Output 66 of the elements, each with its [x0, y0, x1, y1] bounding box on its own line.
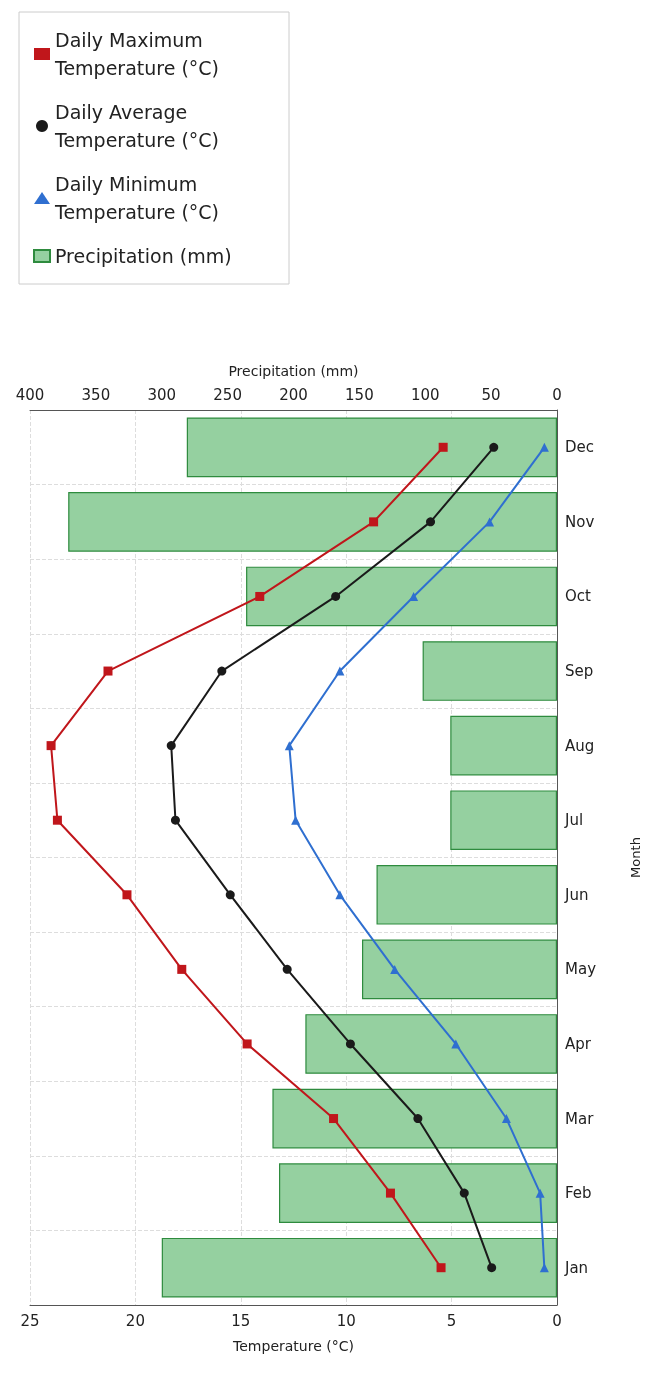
x2-tick-label: 350 — [81, 385, 111, 404]
x-axis-title: Temperature (°C) — [232, 1338, 354, 1354]
point — [335, 666, 345, 676]
y-tick-label: Apr — [565, 1034, 592, 1053]
x-tick-label: 15 — [231, 1311, 251, 1330]
legend-label: Daily Average Temperature (°C) — [54, 101, 219, 151]
point — [242, 1039, 252, 1049]
y-tick-label: Jul — [564, 811, 584, 830]
point — [103, 666, 113, 676]
x2-tick-label: 300 — [147, 385, 177, 404]
point — [485, 517, 495, 527]
point — [166, 741, 176, 751]
point — [369, 517, 379, 527]
point — [345, 1039, 355, 1049]
y-tick-label: Mar — [565, 1109, 595, 1128]
point — [413, 1114, 423, 1124]
x-tick-label: 10 — [336, 1311, 356, 1330]
point — [487, 1263, 497, 1273]
point — [46, 741, 56, 751]
legend-label: Precipitation (mm) — [55, 245, 232, 267]
x2-tick-label: 200 — [279, 385, 308, 404]
point — [225, 890, 235, 900]
x2-tick-label: 400 — [15, 385, 45, 404]
y-axis-title: Month — [628, 837, 643, 878]
point — [539, 442, 549, 452]
point — [255, 591, 265, 601]
y-tick-label: Oct — [565, 587, 592, 606]
x2-tick-label: 50 — [481, 385, 501, 404]
point — [177, 964, 187, 974]
point — [426, 517, 436, 527]
point — [535, 1188, 545, 1198]
point — [52, 815, 62, 825]
point — [122, 890, 132, 900]
x-tick-label: 5 — [446, 1311, 457, 1330]
y-tick-label: Aug — [565, 736, 595, 755]
x2-tick-label: 150 — [345, 385, 374, 404]
x-tick-label: 25 — [20, 1311, 40, 1330]
legend-label: Daily Minimum Temperature (°C) — [54, 173, 219, 223]
point — [282, 964, 292, 974]
point — [390, 964, 400, 974]
point — [291, 815, 301, 825]
x2-tick-label: 250 — [213, 385, 242, 404]
point — [489, 442, 499, 452]
legend-label: Daily Maximum Temperature (°C) — [54, 29, 219, 79]
point — [331, 591, 341, 601]
point — [409, 591, 419, 601]
point — [436, 1263, 446, 1273]
x2-tick-label: 100 — [410, 385, 440, 404]
point — [501, 1114, 511, 1124]
x-tick-label: 0 — [552, 1311, 562, 1330]
y-tick-label: Jan — [564, 1258, 589, 1277]
y-tick-label: Sep — [565, 662, 594, 681]
y-tick-label: Dec — [565, 438, 595, 457]
y-tick-label: May — [565, 960, 597, 979]
point — [385, 1188, 395, 1198]
x2-tick-label: 0 — [552, 385, 562, 404]
point — [329, 1114, 339, 1124]
y-tick-label: Feb — [565, 1184, 592, 1203]
x2-axis-title: Precipitation (mm) — [228, 363, 359, 379]
y-tick-label: Nov — [565, 512, 595, 531]
point — [438, 442, 448, 452]
point — [217, 666, 227, 676]
point — [170, 815, 180, 825]
x-tick-label: 20 — [125, 1311, 145, 1330]
y-tick-label: Jun — [564, 885, 589, 904]
point — [459, 1188, 469, 1198]
